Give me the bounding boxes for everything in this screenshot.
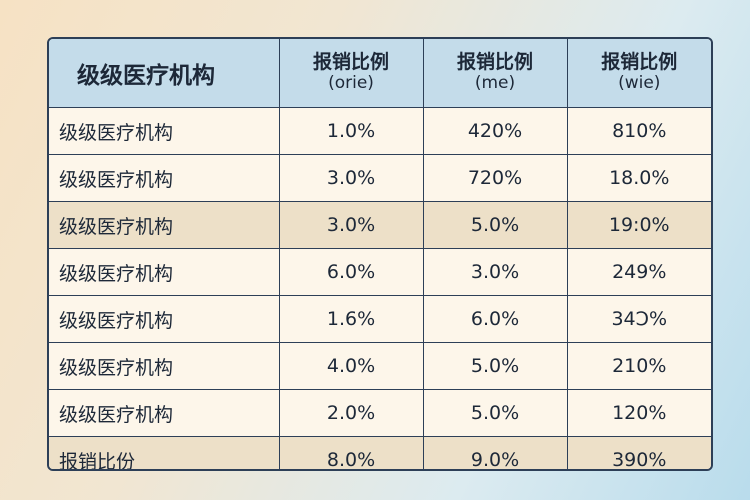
cell-value: 3.0% bbox=[422, 248, 568, 296]
cell-value: 6.0% bbox=[422, 295, 568, 343]
cell-value: 18.0% bbox=[566, 154, 711, 202]
cell-value: 2.0% bbox=[278, 389, 424, 437]
column-header-3: 报销比例 (wie) bbox=[566, 39, 711, 108]
row-label: 级级医疗机构 bbox=[49, 295, 280, 343]
cell-value: 4.0% bbox=[278, 342, 424, 390]
cell-value: 5.0% bbox=[422, 201, 568, 249]
row-label: 级级医疗机构 bbox=[49, 389, 280, 437]
table-row: 级级医疗机构 4.0% 5.0% 210% bbox=[49, 342, 711, 390]
column-header-2: 报销比例 (me) bbox=[422, 39, 568, 108]
cell-value: 720% bbox=[422, 154, 568, 202]
table-row: 级级医疗机构 3.0% 720% 18.0% bbox=[49, 154, 711, 202]
row-label: 级级医疗机构 bbox=[49, 248, 280, 296]
cell-value: 5.0% bbox=[422, 389, 568, 437]
cell-value: 810% bbox=[566, 107, 711, 155]
column-header-sub: (orie) bbox=[328, 73, 374, 94]
table-row: 级级医疗机构 3.0% 5.0% 19:0% bbox=[49, 201, 711, 249]
cell-value: 9.0% bbox=[422, 436, 568, 469]
cell-value: 6.0% bbox=[278, 248, 424, 296]
cell-value: 1.0% bbox=[278, 107, 424, 155]
row-label: 级级医疗机构 bbox=[49, 342, 280, 390]
reimbursement-table: 级级医疗机构 报销比例 (orie) 报销比例 (me) 报销比例 (wie) … bbox=[47, 37, 713, 471]
cell-value: 420% bbox=[422, 107, 568, 155]
cell-value: 3.0% bbox=[278, 154, 424, 202]
cell-value: 3.0% bbox=[278, 201, 424, 249]
row-label: 级级医疗机构 bbox=[49, 154, 280, 202]
column-header-sub: (wie) bbox=[618, 73, 661, 94]
column-header-label: 报销比例 bbox=[601, 51, 678, 74]
table-row: 级级医疗机构 1.6% 6.0% 34Ͻ% bbox=[49, 295, 711, 343]
table-row: 报销比份 8.0% 9.0% 390% bbox=[49, 436, 711, 469]
column-header-1: 报销比例 (orie) bbox=[278, 39, 424, 108]
cell-value: 19:0% bbox=[566, 201, 711, 249]
column-header-label: 报销比例 bbox=[456, 51, 533, 74]
data-table: 级级医疗机构 报销比例 (orie) 报销比例 (me) 报销比例 (wie) … bbox=[49, 39, 711, 469]
header-row: 级级医疗机构 报销比例 (orie) 报销比例 (me) 报销比例 (wie) bbox=[49, 39, 711, 108]
table-row: 级级医疗机构 6.0% 3.0% 249% bbox=[49, 248, 711, 296]
table-row: 级级医疗机构 2.0% 5.0% 120% bbox=[49, 389, 711, 437]
column-header-label: 报销比例 bbox=[312, 51, 389, 74]
cell-value: 120% bbox=[566, 389, 711, 437]
cell-value: 249% bbox=[566, 248, 711, 296]
cell-value: 390% bbox=[566, 436, 711, 469]
row-label: 报销比份 bbox=[49, 436, 280, 469]
cell-value: 5.0% bbox=[422, 342, 568, 390]
cell-value: 8.0% bbox=[278, 436, 424, 469]
row-label: 级级医疗机构 bbox=[49, 201, 280, 249]
row-label: 级级医疗机构 bbox=[49, 107, 280, 155]
cell-value: 1.6% bbox=[278, 295, 424, 343]
cell-value: 210% bbox=[566, 342, 711, 390]
column-header-sub: (me) bbox=[474, 73, 516, 94]
cell-value: 34Ͻ% bbox=[566, 295, 711, 343]
table-row: 级级医疗机构 1.0% 420% 810% bbox=[49, 107, 711, 155]
table-title: 级级医疗机构 bbox=[49, 39, 280, 108]
